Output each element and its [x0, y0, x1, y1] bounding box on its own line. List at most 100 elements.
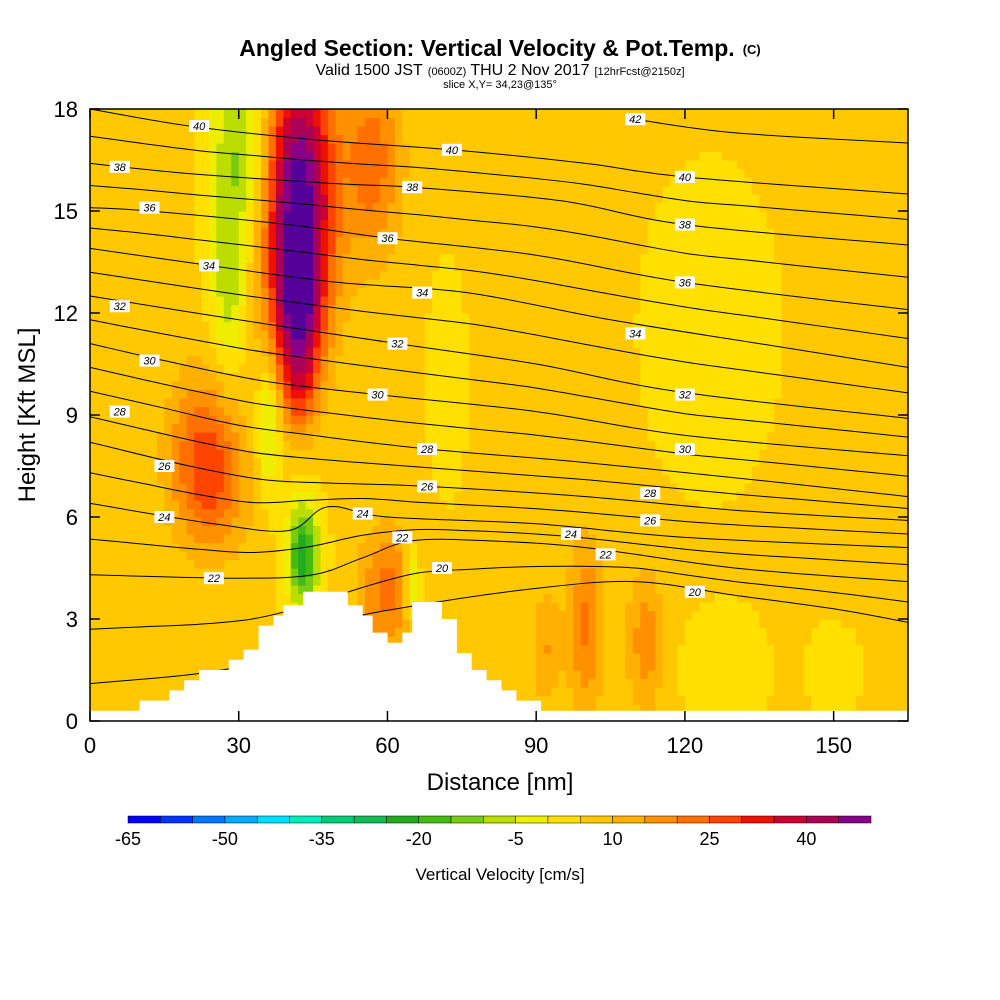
velocity-cell — [201, 423, 210, 433]
velocity-cell — [380, 355, 389, 365]
velocity-cell — [238, 338, 247, 348]
velocity-cell — [789, 474, 798, 484]
velocity-cell — [863, 568, 872, 578]
velocity-cell — [826, 576, 835, 586]
velocity-cell — [528, 695, 537, 705]
velocity-cell — [632, 406, 641, 416]
velocity-cell — [127, 355, 136, 365]
velocity-cell — [238, 355, 247, 365]
velocity-cell — [268, 389, 277, 399]
velocity-cell — [528, 457, 537, 467]
velocity-cell — [536, 381, 545, 391]
velocity-cell — [714, 670, 723, 680]
velocity-cell — [751, 389, 760, 399]
velocity-cell — [833, 559, 842, 569]
velocity-cell — [595, 678, 604, 688]
velocity-cell — [900, 704, 908, 714]
velocity-cell — [238, 440, 247, 450]
velocity-cell — [580, 398, 589, 408]
velocity-cell — [543, 644, 552, 654]
velocity-cell — [365, 330, 374, 340]
velocity-cell — [692, 440, 701, 450]
velocity-cell — [521, 568, 530, 578]
velocity-cell — [774, 525, 783, 535]
velocity-cell — [699, 406, 708, 416]
velocity-cell — [216, 389, 225, 399]
velocity-cell — [818, 585, 827, 595]
velocity-cell — [268, 381, 277, 391]
velocity-cell — [729, 466, 738, 476]
velocity-cell — [521, 576, 530, 586]
velocity-cell — [736, 627, 745, 637]
velocity-cell — [833, 644, 842, 654]
velocity-cell — [417, 364, 426, 374]
velocity-cell — [632, 415, 641, 425]
velocity-cell — [342, 440, 351, 450]
velocity-cell — [90, 636, 99, 646]
velocity-cell — [275, 398, 284, 408]
velocity-cell — [670, 678, 679, 688]
velocity-cell — [558, 576, 567, 586]
velocity-cell — [789, 491, 798, 501]
velocity-cell — [625, 355, 634, 365]
velocity-cell — [707, 593, 716, 603]
velocity-cell — [893, 653, 902, 663]
velocity-cell — [142, 457, 151, 467]
velocity-cell — [142, 627, 151, 637]
velocity-cell — [833, 423, 842, 433]
velocity-cell — [164, 440, 173, 450]
velocity-cell — [759, 347, 768, 357]
velocity-cell — [833, 500, 842, 510]
velocity-cell — [558, 687, 567, 697]
velocity-cell — [625, 525, 634, 535]
velocity-cell — [588, 491, 597, 501]
velocity-cell — [826, 542, 835, 552]
velocity-cell — [446, 423, 455, 433]
velocity-cell — [855, 406, 864, 416]
velocity-cell — [350, 449, 359, 459]
velocity-cell — [878, 483, 887, 493]
velocity-cell — [662, 678, 671, 688]
velocity-cell — [655, 542, 664, 552]
velocity-cell — [818, 644, 827, 654]
velocity-cell — [283, 576, 292, 586]
velocity-cell — [811, 593, 820, 603]
velocity-cell — [714, 636, 723, 646]
velocity-cell — [484, 483, 493, 493]
velocity-cell — [179, 508, 188, 518]
velocity-cell — [729, 704, 738, 714]
velocity-cell — [223, 347, 232, 357]
velocity-cell — [104, 525, 113, 535]
velocity-cell — [179, 670, 188, 680]
velocity-cell — [186, 500, 195, 510]
velocity-cell — [417, 432, 426, 442]
velocity-cell — [513, 568, 522, 578]
velocity-cell — [521, 432, 530, 442]
velocity-cell — [446, 415, 455, 425]
velocity-cell — [491, 619, 500, 629]
velocity-cell — [796, 619, 805, 629]
velocity-cell — [469, 559, 478, 569]
velocity-cell — [223, 449, 232, 459]
velocity-cell — [439, 610, 448, 620]
velocity-cell — [194, 491, 203, 501]
velocity-cell — [372, 500, 381, 510]
velocity-cell — [156, 347, 165, 357]
velocity-cell — [878, 704, 887, 714]
velocity-cell — [855, 338, 864, 348]
velocity-cell — [142, 423, 151, 433]
velocity-cell — [647, 627, 656, 637]
velocity-cell — [387, 593, 396, 603]
velocity-cell — [171, 525, 180, 535]
velocity-cell — [632, 619, 641, 629]
velocity-cell — [97, 474, 106, 484]
velocity-cell — [863, 483, 872, 493]
velocity-cell — [446, 610, 455, 620]
velocity-cell — [699, 593, 708, 603]
velocity-cell — [647, 508, 656, 518]
velocity-cell — [848, 602, 857, 612]
velocity-cell — [632, 398, 641, 408]
velocity-cell — [454, 593, 463, 603]
velocity-cell — [476, 508, 485, 518]
velocity-cell — [818, 440, 827, 450]
